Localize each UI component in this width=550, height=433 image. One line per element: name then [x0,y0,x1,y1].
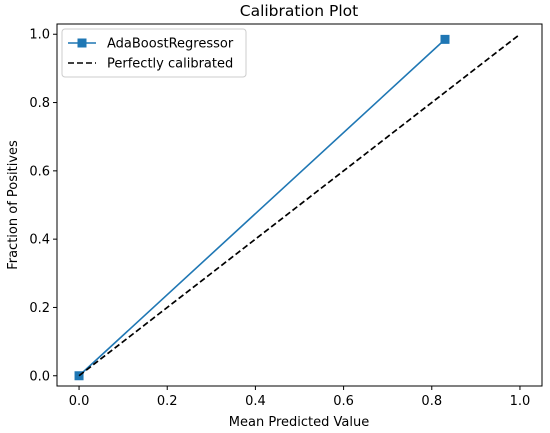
y-tick-label: 0.0 [29,369,50,384]
series-layer [74,33,521,381]
x-tick-label: 0.2 [157,394,178,409]
y-tick-label: 0.4 [29,233,50,248]
y-axis: 0.0 0.2 0.4 0.6 0.8 1.0 [29,28,57,384]
legend-box [61,28,247,78]
series-point [440,34,450,44]
y-tick-label: 0.2 [29,301,50,316]
chart-title: Calibration Plot [240,2,358,20]
y-axis-label: Fraction of Positives [6,140,21,270]
x-tick-label: 0.6 [333,394,354,409]
legend-label: Perfectly calibrated [107,57,233,72]
x-tick-label: 0.8 [421,394,442,409]
legend-swatch-marker [77,38,87,48]
y-tick-label: 1.0 [29,28,50,43]
series-line [78,33,521,377]
plot-area [56,23,543,387]
legend-label: AdaBoostRegressor [107,37,234,52]
series-line [78,38,446,377]
x-axis-label: Mean Predicted Value [229,415,369,430]
x-axis: 0.0 0.2 0.4 0.6 0.8 1.0 [69,386,531,409]
x-tick-label: 1.0 [510,394,531,409]
y-tick-label: 0.8 [29,96,50,111]
y-tick-label: 0.6 [29,164,50,179]
x-tick-label: 0.4 [245,394,266,409]
legend: AdaBoostRegressor Perfectly calibrated [61,28,247,78]
x-tick-label: 0.0 [69,394,90,409]
